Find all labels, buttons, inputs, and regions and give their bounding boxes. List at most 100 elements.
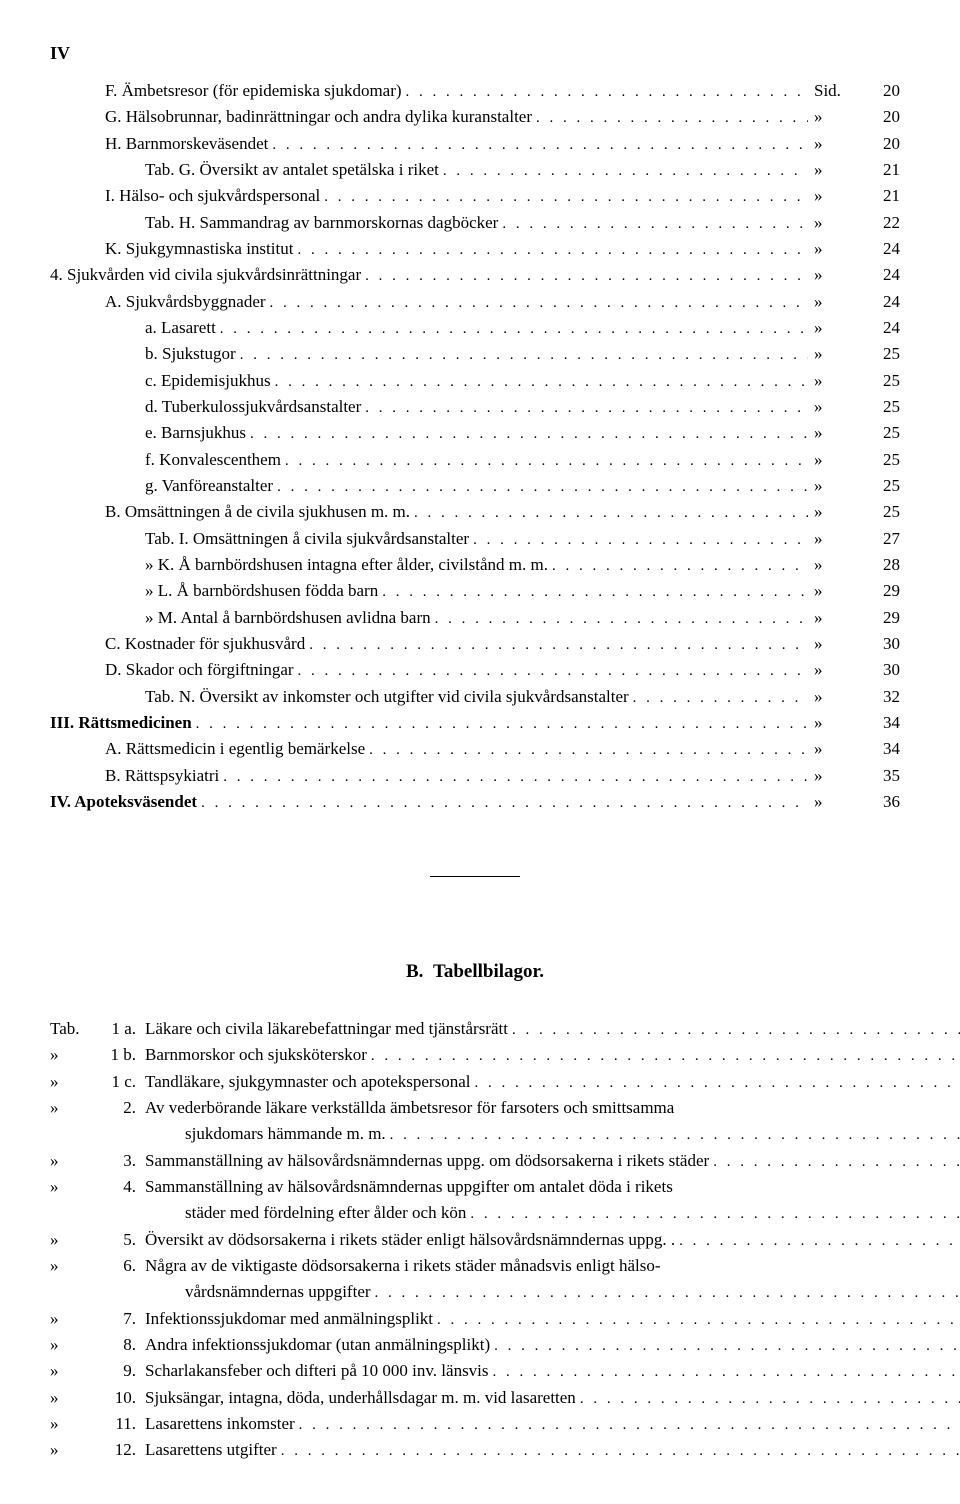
tab-last-line: Lasarettens utgifter»67: [145, 1437, 960, 1463]
tab-prefix: »: [50, 1095, 94, 1121]
toc-separator: »: [808, 578, 864, 604]
toc-leader-dots: [548, 555, 808, 578]
tab-body: Barnmorskor och sjuksköterskor»38: [145, 1042, 960, 1068]
toc-separator: »: [808, 104, 864, 130]
tab-prefix-cell: »12.: [50, 1437, 145, 1463]
tab-prefix: »: [50, 1437, 94, 1463]
toc-separator: »: [808, 447, 864, 473]
tab-last-line: sjukdomars hämmande m. m.»40: [145, 1121, 960, 1147]
tab-last-line: Läkare och civila läkarebefattningar med…: [145, 1016, 960, 1042]
tab-entry: »1 b.Barnmorskor och sjuksköterskor»38: [50, 1042, 900, 1068]
toc-label: d. Tuberkulossjukvårdsanstalter: [145, 394, 361, 420]
toc-entry: » M. Antal å barnbördshusen avlidna barn…: [50, 605, 900, 631]
tab-prefix: »: [50, 1358, 94, 1384]
toc-separator: »: [808, 526, 864, 552]
toc-label: » L. Å barnbördshusen födda barn: [145, 578, 378, 604]
tab-prefix-cell: »1 b.: [50, 1042, 145, 1068]
page-number: IV: [50, 40, 900, 68]
tab-entry: »1 c.Tandläkare, sjukgymnaster och apote…: [50, 1069, 900, 1095]
tab-prefix-cell: »7.: [50, 1306, 145, 1332]
toc-label: F. Ämbetsresor (för epidemiska sjukdomar…: [105, 78, 402, 104]
tab-prefix: »: [50, 1306, 94, 1332]
tab-prefix: »: [50, 1385, 94, 1411]
tab-last-line: vårdsnämndernas uppgifter»56: [145, 1279, 960, 1305]
toc-leader-dots: [266, 292, 808, 315]
tab-number: 5.: [94, 1227, 142, 1253]
tab-text: städer med fördelning efter ålder och kö…: [185, 1200, 466, 1226]
tab-body: Läkare och civila läkarebefattningar med…: [145, 1016, 960, 1042]
toc-page-number: 24: [864, 315, 900, 341]
toc-label: » M. Antal å barnbördshusen avlidna barn: [145, 605, 431, 631]
toc-page-number: 20: [864, 104, 900, 130]
tab-prefix: Tab.: [50, 1016, 94, 1042]
toc-label: G. Hälsobrunnar, badinrättningar och and…: [105, 104, 532, 130]
toc-entry: d. Tuberkulossjukvårdsanstalter»25: [50, 394, 900, 420]
tab-prefix-cell: »8.: [50, 1332, 145, 1358]
tab-leader-dots: [675, 1230, 960, 1253]
tab-leader-dots: [367, 1045, 960, 1068]
tab-text: Tandläkare, sjukgymnaster och apoteksper…: [145, 1069, 470, 1095]
toc-separator: »: [808, 657, 864, 683]
tab-body: Tandläkare, sjukgymnaster och apoteksper…: [145, 1069, 960, 1095]
toc-leader-dots: [246, 423, 808, 446]
toc-page-number: 20: [864, 131, 900, 157]
tab-text-line: Några av de viktigaste dödsorsakerna i r…: [145, 1253, 960, 1279]
toc-label: III. Rättsmedicinen: [50, 710, 192, 736]
toc-page-number: 30: [864, 657, 900, 683]
tab-last-line: Översikt av dödsorsakerna i rikets städe…: [145, 1227, 960, 1253]
tab-body: Scharlakansfeber och difteri på 10 000 i…: [145, 1358, 960, 1384]
tab-last-line: Andra infektionssjukdomar (utan anmälnin…: [145, 1332, 960, 1358]
tab-text: Infektionssjukdomar med anmälningsplikt: [145, 1306, 433, 1332]
toc-separator: »: [808, 499, 864, 525]
toc-leader-dots: [410, 502, 808, 525]
toc-page-number: 27: [864, 526, 900, 552]
toc-leader-dots: [273, 476, 808, 499]
tab-body: Av vederbörande läkare verkställda ämbet…: [145, 1095, 960, 1148]
toc-separator: »: [808, 789, 864, 815]
toc-page-number: 28: [864, 552, 900, 578]
tab-body: Infektionssjukdomar med anmälningsplikt»…: [145, 1306, 960, 1332]
toc-separator: »: [808, 262, 864, 288]
tab-leader-dots: [576, 1388, 960, 1411]
toc-leader-dots: [532, 107, 808, 130]
tab-body: Sammanställning av hälsovårdsnämndernas …: [145, 1174, 960, 1227]
toc-separator: »: [808, 368, 864, 394]
toc-label: B. Rättspsykiatri: [105, 763, 219, 789]
toc-entry: c. Epidemisjukhus»25: [50, 368, 900, 394]
tab-text: sjukdomars hämmande m. m.: [185, 1121, 386, 1147]
toc-label: f. Konvalescenthem: [145, 447, 281, 473]
toc-leader-dots: [197, 792, 808, 815]
tab-prefix-cell: »1 c.: [50, 1069, 145, 1095]
toc-page-number: 25: [864, 394, 900, 420]
toc-entry: III. Rättsmedicinen»34: [50, 710, 900, 736]
toc-entry: K. Sjukgymnastiska institut»24: [50, 236, 900, 262]
toc-page-number: 36: [864, 789, 900, 815]
toc-entry: » K. Å barnbördshusen intagna efter ålde…: [50, 552, 900, 578]
toc-entry: A. Sjukvårdsbyggnader»24: [50, 289, 900, 315]
tab-prefix-cell: Tab.1 a.: [50, 1016, 145, 1042]
toc-entry: B. Omsättningen å de civila sjukhusen m.…: [50, 499, 900, 525]
tab-body: Sjuksängar, intagna, döda, underhållsdag…: [145, 1385, 960, 1411]
tab-leader-dots: [470, 1072, 960, 1095]
toc-leader-dots: [294, 660, 808, 683]
tab-entry: Tab.1 a.Läkare och civila läkarebefattni…: [50, 1016, 900, 1042]
tab-prefix-cell: »9.: [50, 1358, 145, 1384]
tab-text: Lasarettens inkomster: [145, 1411, 295, 1437]
tab-text: Scharlakansfeber och difteri på 10 000 i…: [145, 1358, 489, 1384]
toc-leader-dots: [469, 529, 808, 552]
toc-page-number: 32: [864, 684, 900, 710]
tab-number: 11.: [94, 1411, 142, 1437]
toc-leader-dots: [305, 634, 808, 657]
toc-separator: »: [808, 236, 864, 262]
toc-separator: »: [808, 631, 864, 657]
tab-entry: »10.Sjuksängar, intagna, döda, underhåll…: [50, 1385, 900, 1411]
toc-separator: »: [808, 183, 864, 209]
toc-entry: B. Rättspsykiatri»35: [50, 763, 900, 789]
toc-label: » K. Å barnbördshusen intagna efter ålde…: [145, 552, 548, 578]
toc-separator: »: [808, 552, 864, 578]
tab-number: 7.: [94, 1306, 142, 1332]
tab-text-line: Av vederbörande läkare verkställda ämbet…: [145, 1095, 960, 1121]
toc-leader-dots: [365, 739, 808, 762]
toc-leader-dots: [378, 581, 808, 604]
tab-number: 4.: [94, 1174, 142, 1200]
